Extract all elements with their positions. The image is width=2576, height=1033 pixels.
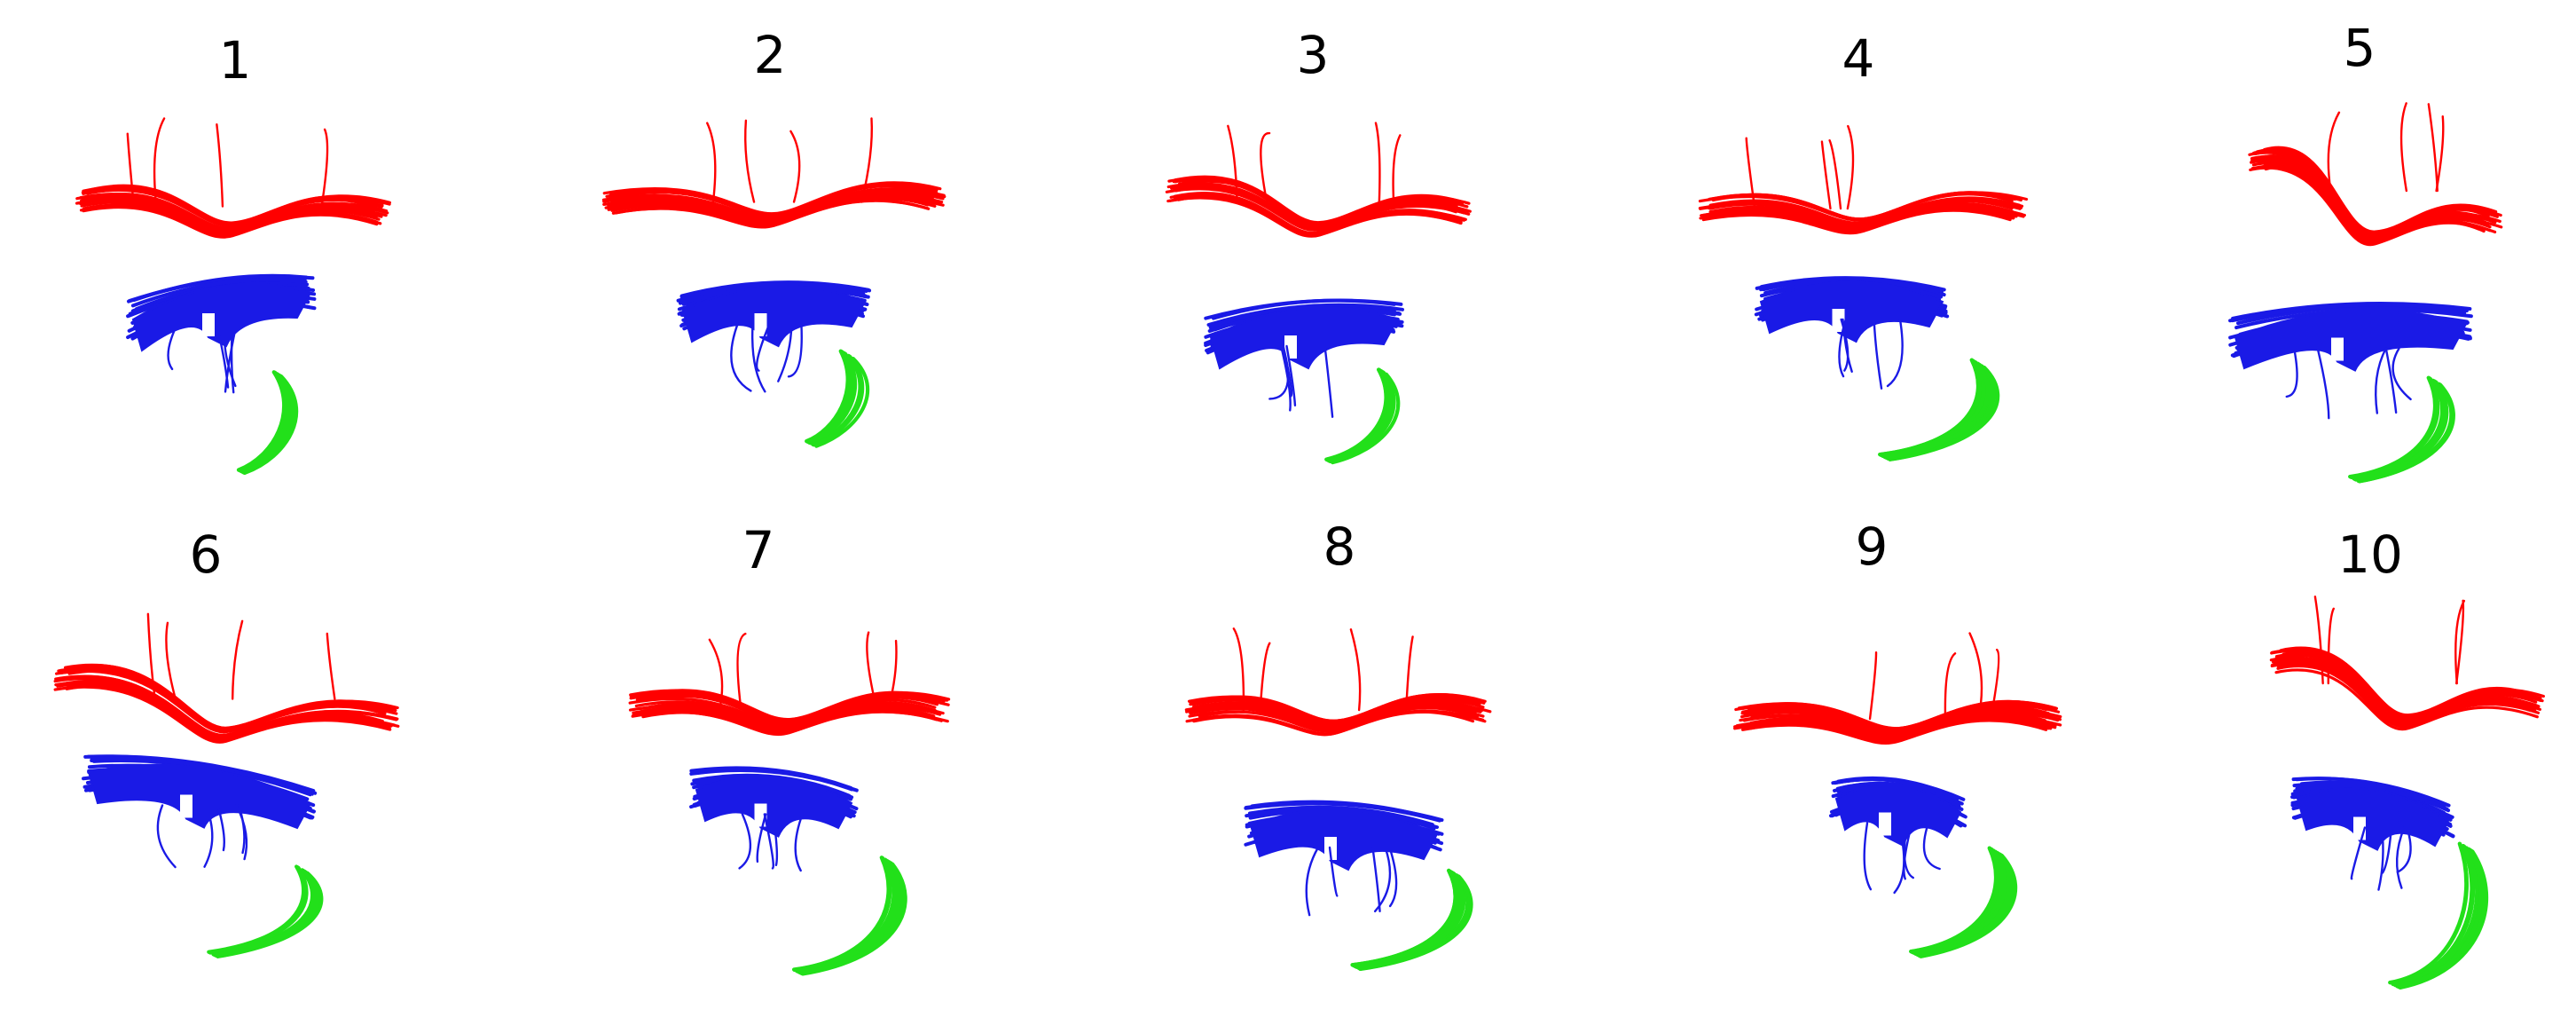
panel-label: 3 [1297, 25, 1330, 85]
blue-fiber-bundle [1829, 776, 1967, 895]
panel-2: 2 [601, 25, 946, 448]
panel-5: 5 [2228, 18, 2503, 484]
panel-1: 1 [75, 30, 391, 476]
panel-label: 4 [1842, 28, 1875, 89]
green-fiber-bundle [2388, 841, 2488, 990]
green-fiber-bundle [1909, 846, 2018, 958]
red-fiber-bundle [1698, 124, 2029, 235]
green-fiber-bundle [791, 856, 907, 976]
panel-label: 7 [742, 520, 775, 580]
red-fiber-bundle [53, 612, 400, 744]
panel-6: 6 [53, 524, 400, 958]
red-fiber-bundle [75, 117, 391, 239]
blue-fiber-bundle [1754, 276, 1950, 390]
green-fiber-bundle [236, 370, 299, 476]
blue-fiber-bundle [126, 273, 317, 394]
blue-fiber-bundle [82, 754, 318, 869]
panel-label: 6 [190, 524, 223, 585]
red-fiber-bundle [1165, 122, 1472, 238]
red-fiber-bundle [2269, 595, 2545, 731]
panel-label: 10 [2337, 524, 2403, 585]
red-fiber-bundle [601, 117, 946, 229]
panel-label: 2 [754, 25, 787, 85]
green-fiber-bundle [207, 864, 324, 958]
panel-label: 8 [1323, 516, 1356, 577]
green-fiber-bundle [1324, 367, 1401, 465]
green-fiber-bundle [2348, 375, 2455, 484]
panel-label: 1 [219, 30, 252, 91]
blue-fiber-bundle [2290, 777, 2455, 891]
red-fiber-bundle [2248, 102, 2503, 247]
panel-3: 3 [1165, 25, 1472, 465]
blue-fiber-bundle [676, 280, 872, 393]
blue-fiber-bundle [1244, 800, 1444, 917]
panel-label: 9 [1856, 516, 1889, 577]
green-fiber-bundle [1878, 358, 2000, 461]
panel-10: 10 [2269, 524, 2545, 990]
red-fiber-bundle [1184, 627, 1492, 737]
blue-fiber-bundle [2228, 302, 2473, 420]
blue-fiber-bundle [1204, 298, 1404, 418]
green-fiber-bundle [1350, 868, 1473, 972]
panel-label: 5 [2344, 18, 2376, 78]
panel-4: 4 [1698, 28, 2029, 461]
red-fiber-bundle [628, 631, 951, 737]
green-fiber-bundle [805, 349, 870, 448]
blue-fiber-bundle [689, 766, 859, 872]
red-fiber-bundle [1732, 632, 2062, 745]
panel-8: 8 [1184, 516, 1492, 972]
panel-9: 9 [1732, 516, 2062, 958]
panel-7: 7 [628, 520, 951, 976]
